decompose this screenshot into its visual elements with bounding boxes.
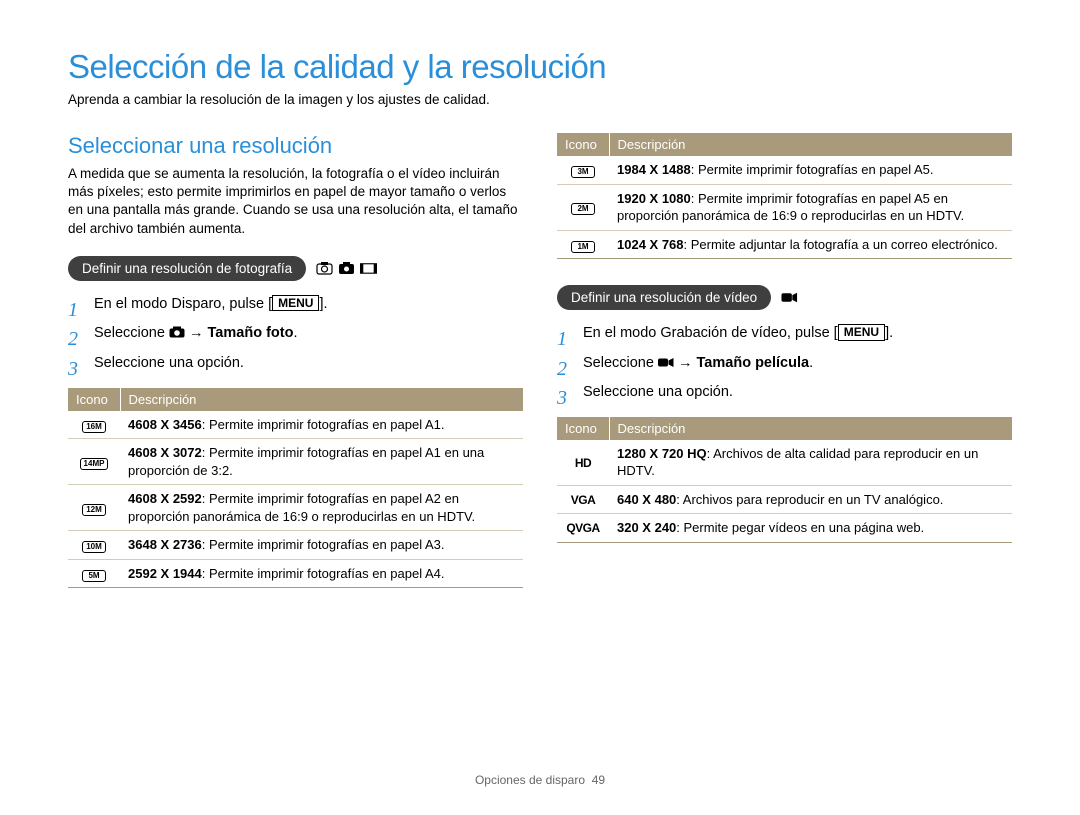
- col-header-icon: Icono: [557, 133, 609, 156]
- step-1: En el modo Disparo, pulse [MENU].: [68, 291, 523, 319]
- menu-button-label: MENU: [272, 295, 319, 311]
- table-row: VGA 640 X 480: Archivos para reproducir …: [557, 485, 1012, 514]
- manual-page: Selección de la calidad y la resolución …: [0, 0, 1080, 588]
- photo-resolution-pill: Definir una resolución de fotografía: [68, 256, 306, 281]
- video-resolution-table: Icono Descripción HD 1280 X 720 HQ: Arch…: [557, 417, 1012, 543]
- smart-mode-icon: [316, 261, 333, 275]
- program-mode-icon: [338, 261, 355, 275]
- mode-icons-group: [316, 261, 377, 275]
- col-header-desc: Descripción: [609, 417, 1012, 440]
- step-2: Seleccione → Tamaño película.: [557, 350, 1012, 378]
- step-3: Seleccione una opción.: [557, 379, 1012, 407]
- left-column: Seleccionar una resolución A medida que …: [68, 133, 523, 588]
- two-column-layout: Seleccionar una resolución A medida que …: [68, 133, 1012, 588]
- photo-resolution-table-cont: Icono Descripción 3M 1984 X 1488: Permit…: [557, 133, 1012, 259]
- right-column: Icono Descripción 3M 1984 X 1488: Permit…: [557, 133, 1012, 588]
- table-row: 5M 2592 X 1944: Permite imprimir fotogra…: [68, 559, 523, 588]
- col-header-desc: Descripción: [609, 133, 1012, 156]
- photo-resolution-heading-row: Definir una resolución de fotografía: [68, 256, 523, 281]
- scene-mode-icon: [360, 261, 377, 275]
- resolution-icon: 12M: [82, 504, 106, 516]
- resolution-icon: 16M: [82, 421, 106, 433]
- section-title: Seleccionar una resolución: [68, 133, 523, 159]
- table-row: 12M 4608 X 2592: Permite imprimir fotogr…: [68, 485, 523, 531]
- resolution-icon: 2M: [571, 203, 595, 215]
- table-row: 16M 4608 X 3456: Permite imprimir fotogr…: [68, 411, 523, 439]
- qvga-icon: QVGA: [566, 520, 599, 536]
- hd-icon: HD: [575, 455, 591, 471]
- video-steps-list: En el modo Grabación de vídeo, pulse [ME…: [557, 320, 1012, 407]
- step-1: En el modo Grabación de vídeo, pulse [ME…: [557, 320, 1012, 348]
- page-title: Selección de la calidad y la resolución: [68, 48, 1012, 86]
- step-3: Seleccione una opción.: [68, 350, 523, 378]
- camera-icon: [169, 321, 185, 333]
- resolution-icon: 10M: [82, 541, 106, 553]
- table-row: 2M 1920 X 1080: Permite imprimir fotogra…: [557, 184, 1012, 230]
- table-row: HD 1280 X 720 HQ: Archivos de alta calid…: [557, 440, 1012, 486]
- video-mode-icon: [781, 291, 798, 305]
- photo-resolution-table: Icono Descripción 16M 4608 X 3456: Permi…: [68, 388, 523, 589]
- table-row: 1M 1024 X 768: Permite adjuntar la fotog…: [557, 230, 1012, 259]
- col-header-desc: Descripción: [120, 388, 523, 411]
- video-camera-icon: [658, 351, 674, 363]
- page-footer: Opciones de disparo 49: [0, 773, 1080, 787]
- mode-icons-group: [781, 291, 798, 305]
- vga-icon: VGA: [571, 492, 596, 508]
- resolution-icon: 5M: [82, 570, 106, 582]
- table-row: 10M 3648 X 2736: Permite imprimir fotogr…: [68, 531, 523, 560]
- menu-button-label: MENU: [838, 324, 885, 340]
- col-header-icon: Icono: [68, 388, 120, 411]
- table-row: 14MP 4608 X 3072: Permite imprimir fotog…: [68, 439, 523, 485]
- resolution-icon: 1M: [571, 241, 595, 253]
- resolution-icon: 14MP: [80, 458, 109, 470]
- col-header-icon: Icono: [557, 417, 609, 440]
- video-resolution-pill: Definir una resolución de vídeo: [557, 285, 771, 310]
- resolution-icon: 3M: [571, 166, 595, 178]
- table-row: QVGA 320 X 240: Permite pegar vídeos en …: [557, 514, 1012, 543]
- intro-text: Aprenda a cambiar la resolución de la im…: [68, 92, 1012, 107]
- section-body: A medida que se aumenta la resolución, l…: [68, 165, 523, 238]
- table-row: 3M 1984 X 1488: Permite imprimir fotogra…: [557, 156, 1012, 184]
- video-resolution-heading-row: Definir una resolución de vídeo: [557, 285, 1012, 310]
- step-2: Seleccione → Tamaño foto.: [68, 320, 523, 348]
- photo-steps-list: En el modo Disparo, pulse [MENU]. Selecc…: [68, 291, 523, 378]
